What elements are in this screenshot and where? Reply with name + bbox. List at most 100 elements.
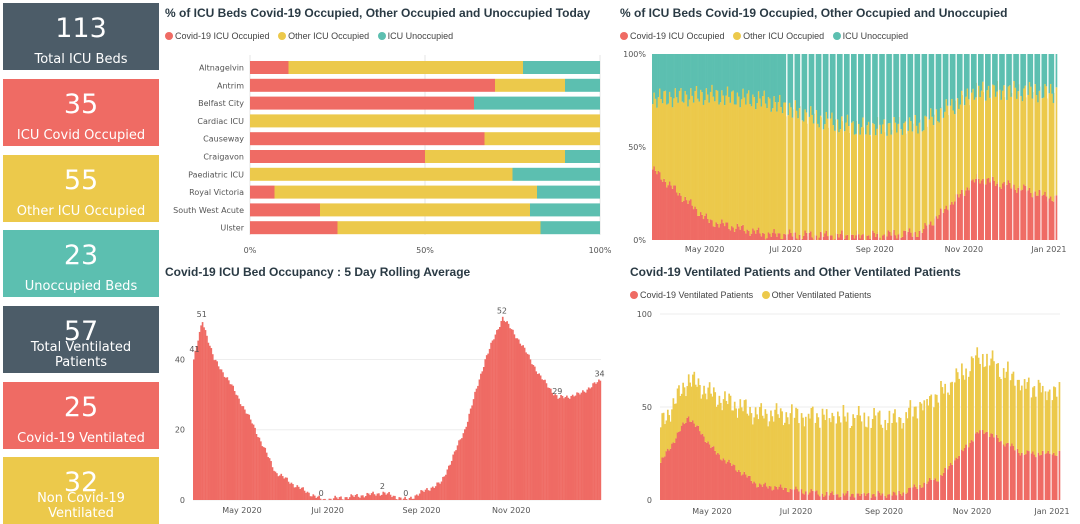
bar-segment — [873, 232, 876, 240]
bar-segment — [781, 113, 784, 240]
bar-segment — [1014, 189, 1017, 240]
bar-segment — [913, 406, 916, 485]
area-bar — [246, 413, 249, 500]
legend-item[interactable]: Other ICU Occupied — [278, 31, 369, 41]
bar-segment — [874, 236, 877, 240]
bar-segment — [832, 54, 835, 126]
legend-item[interactable]: Other Ventilated Patients — [761, 290, 871, 300]
area-bar — [230, 384, 233, 500]
bar-segment — [989, 54, 991, 98]
bar-segment — [1002, 444, 1005, 500]
bar-segment — [784, 234, 787, 240]
bar-segment — [958, 378, 960, 456]
bar-segment — [932, 54, 935, 126]
tick-label: May 2020 — [222, 506, 261, 515]
bar-segment — [668, 450, 671, 500]
legend-label: Covid-19 Ventilated Patients — [640, 290, 754, 300]
bar-segment — [803, 426, 806, 495]
bar-segment — [890, 235, 893, 240]
bar-segment — [824, 420, 827, 496]
bar-segment — [660, 427, 662, 463]
bar-segment — [909, 487, 912, 500]
bar-segment — [805, 112, 808, 233]
bar-segment — [870, 427, 873, 498]
bar-segment — [979, 363, 981, 431]
area-bar — [536, 374, 539, 500]
bar-segment — [755, 233, 757, 240]
area-bar — [568, 398, 571, 500]
legend-item[interactable]: ICU Unoccupied — [377, 31, 453, 41]
bar-segment — [674, 88, 677, 186]
data-label: 0 — [403, 489, 408, 498]
legend-item[interactable]: Other ICU Occupied — [733, 31, 824, 41]
bar-segment — [1016, 448, 1019, 500]
bar-segment — [700, 398, 703, 435]
legend-item[interactable]: ICU Unoccupied — [832, 31, 908, 41]
bar-segment — [732, 90, 735, 228]
bar-segment — [883, 234, 886, 240]
bar-segment — [760, 106, 763, 237]
bar-segment — [705, 88, 708, 214]
bar-segment — [747, 90, 750, 231]
bar-segment — [793, 489, 796, 500]
area-bar — [363, 497, 366, 500]
bar-segment — [958, 197, 960, 240]
area-bar — [507, 323, 510, 500]
kpi-total-icu-beds: 113 Total ICU Beds — [3, 3, 159, 70]
bar-segment — [761, 486, 764, 500]
bar-segment — [337, 221, 541, 235]
tick-label: May 2020 — [685, 245, 724, 254]
legend-item[interactable]: Covid-19 Ventilated Patients — [630, 290, 753, 300]
bar-segment — [918, 122, 921, 231]
bar-segment — [866, 427, 868, 494]
bar-segment — [752, 94, 754, 229]
area-bar — [472, 399, 475, 500]
bar-segment — [724, 391, 726, 461]
bar-segment — [1039, 455, 1041, 500]
data-label: 29 — [552, 387, 562, 396]
bar-segment — [869, 54, 872, 135]
bar-segment — [901, 495, 903, 500]
legend-item[interactable]: Covid-19 ICU Occupied — [620, 31, 725, 41]
data-label: 0 — [319, 489, 324, 498]
area-bar — [391, 497, 393, 500]
bar-segment — [758, 407, 761, 484]
bar-segment — [788, 492, 790, 500]
tick-label: Royal Victoria — [189, 188, 244, 197]
area-bar — [433, 487, 436, 500]
bar-segment — [755, 109, 757, 234]
bar-segment — [1030, 86, 1032, 193]
bar-segment — [1047, 391, 1050, 451]
bar-segment — [834, 239, 836, 240]
chart-title: % of ICU Beds Covid-19 Occupied, Other O… — [620, 6, 1008, 20]
bar-segment — [966, 88, 969, 188]
bar-segment — [1048, 389, 1051, 454]
area-bar — [496, 330, 498, 500]
area-bar — [490, 342, 492, 500]
area-bar — [262, 447, 265, 500]
bar-segment — [530, 203, 600, 217]
bar-segment — [910, 121, 912, 233]
bar-segment — [902, 492, 905, 500]
area-bar — [427, 490, 430, 500]
bar-segment — [725, 222, 728, 240]
bar-segment — [699, 212, 702, 240]
bar-segment — [938, 122, 941, 215]
area-bar — [305, 492, 307, 500]
bar-segment — [929, 108, 932, 222]
bar-segment — [942, 472, 945, 500]
area-bar — [589, 388, 591, 500]
area-bar — [347, 498, 350, 500]
legend-item[interactable]: Covid-19 ICU Occupied — [165, 31, 270, 41]
bar-segment — [721, 90, 723, 220]
bar-segment — [779, 94, 781, 234]
bar-segment — [698, 54, 701, 102]
bar-segment — [788, 102, 791, 230]
bar-segment — [998, 442, 1001, 500]
bar-segment — [677, 54, 680, 103]
bar-segment — [812, 54, 815, 124]
bar-segment — [721, 219, 723, 240]
bar-segment — [719, 402, 722, 460]
bar-segment — [740, 407, 743, 476]
bar-segment — [739, 107, 742, 230]
